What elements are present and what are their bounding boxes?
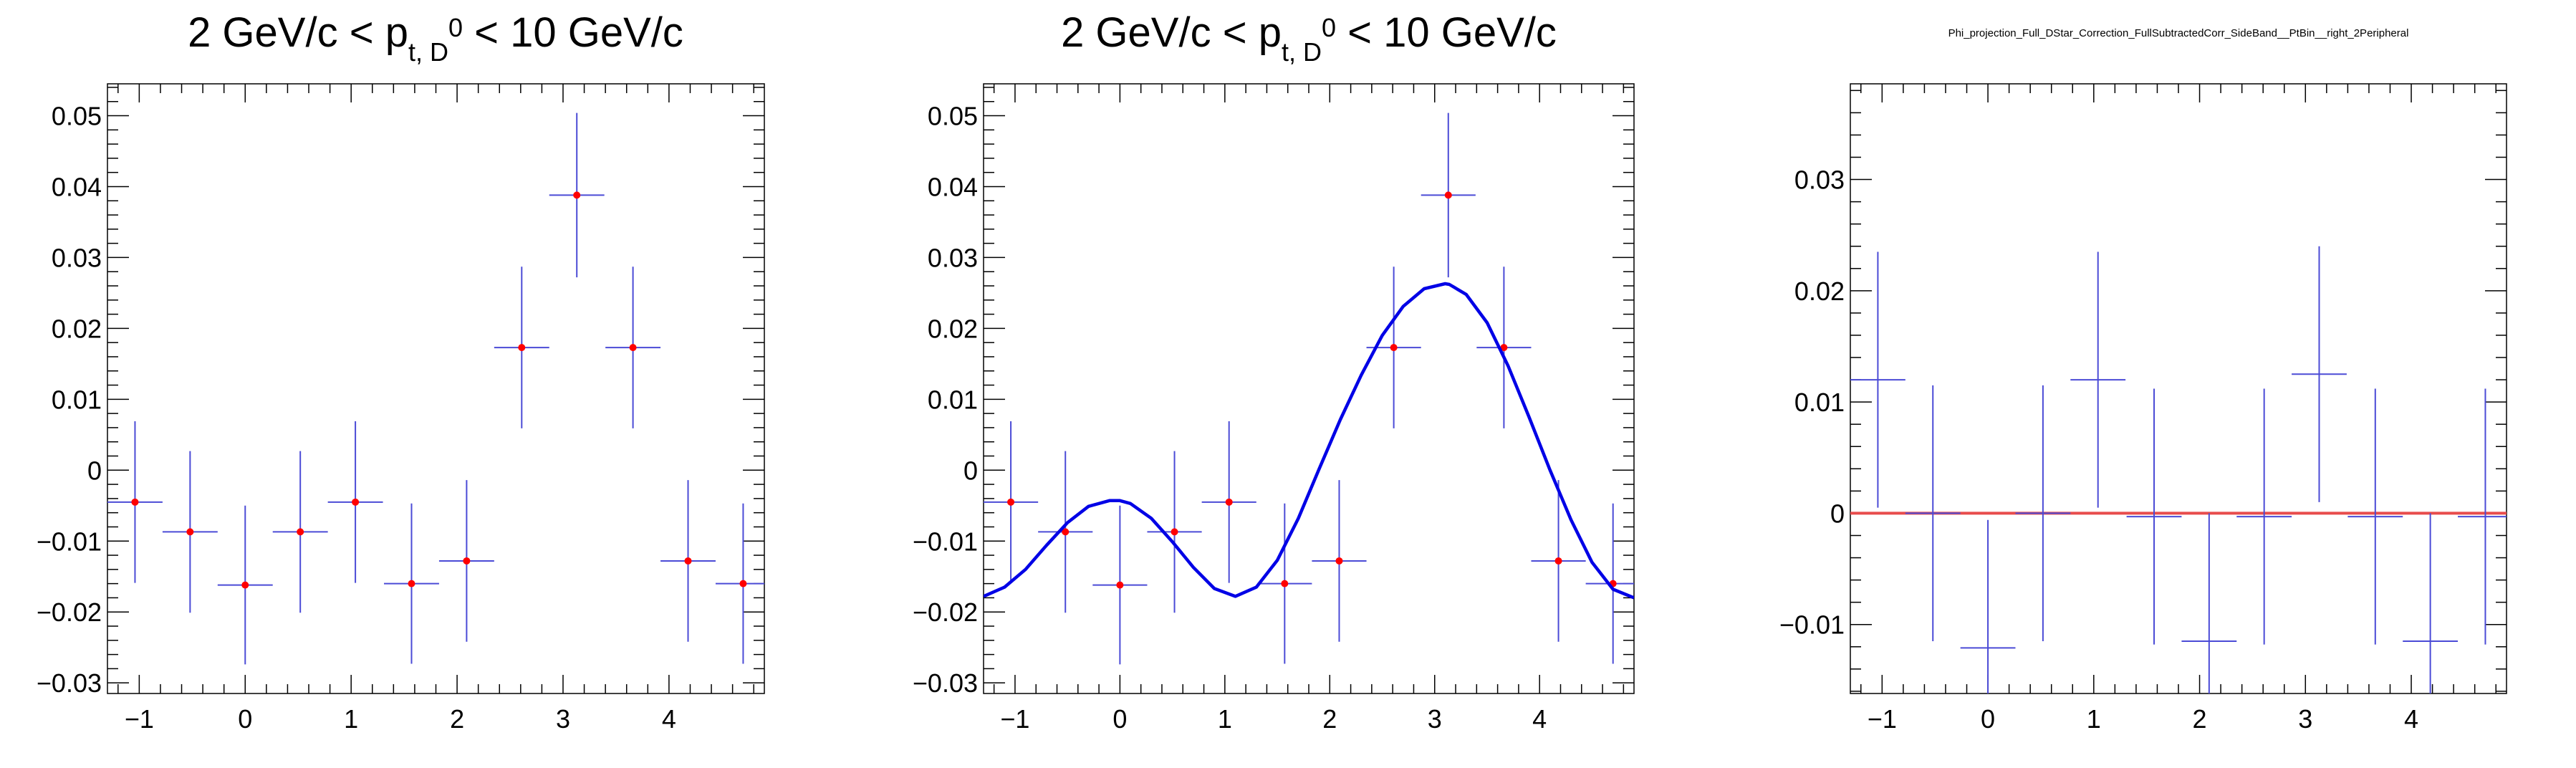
data-point: [739, 580, 747, 587]
data-point: [1554, 557, 1562, 565]
y-tick-label: 0.03: [928, 243, 978, 272]
y-tick-label: −0.03: [37, 668, 102, 698]
data-point: [408, 580, 415, 587]
y-tick-label: 0.01: [1794, 388, 1845, 417]
y-tick-label: 0.02: [52, 314, 102, 343]
data-point: [573, 191, 581, 199]
x-tick-label: 3: [556, 704, 570, 734]
x-tick-label: 1: [2087, 704, 2101, 734]
x-tick-label: 4: [2404, 704, 2418, 734]
y-tick-label: −0.01: [913, 527, 978, 556]
plot-frame: [1850, 83, 2507, 694]
plot-panel-2: 2 GeV/c < pt, D0 < 10 GeV/c−1 0 1 2 3 4−0.03−…: [913, 9, 1635, 734]
data-point: [1007, 498, 1015, 506]
fit-curve: [984, 282, 1634, 600]
x-tick-label: 2: [450, 704, 464, 734]
y-tick-label: 0.01: [52, 385, 102, 414]
data-point: [241, 581, 249, 589]
x-tick-label: 3: [2298, 704, 2312, 734]
x-tick-label: 0: [238, 704, 252, 734]
data-point: [352, 498, 360, 506]
y-tick-label: 0.02: [928, 314, 978, 343]
data-point: [1225, 498, 1233, 506]
data-point: [1444, 191, 1452, 199]
data-point: [186, 528, 194, 536]
title-part-sup: 0: [1322, 13, 1336, 42]
y-tick-label: 0.03: [1794, 165, 1845, 195]
title-part-sub: t, D: [1282, 37, 1322, 67]
y-tick-label: 0.01: [928, 385, 978, 414]
y-tick-label: −0.02: [913, 597, 978, 627]
x-tick-label: 4: [662, 704, 676, 734]
data-point: [1390, 344, 1398, 352]
title-part-post: < 10 GeV/c: [463, 9, 683, 56]
data-point: [1171, 528, 1178, 536]
y-tick-label: −0.03: [913, 668, 978, 698]
plot-title: 2 GeV/c < pt, D0 < 10 GeV/c: [188, 9, 683, 67]
y-tick-label: 0.05: [52, 102, 102, 131]
data-point: [1116, 581, 1124, 589]
title-part-sub: t, D: [408, 37, 448, 67]
data-layer: [1850, 246, 2507, 693]
data-layer: [107, 112, 764, 665]
y-tick-label: 0: [1830, 499, 1845, 528]
y-tick-label: 0: [963, 456, 978, 485]
plot-title: 2 GeV/c < pt, D0 < 10 GeV/c: [1061, 9, 1557, 67]
y-tick-label: 0.04: [52, 172, 102, 201]
title-part-pre: 2 GeV/c < p: [1061, 9, 1282, 56]
y-tick-label: 0.03: [52, 243, 102, 272]
data-point: [1335, 557, 1343, 565]
data-layer: [984, 112, 1634, 665]
plot-panel-3: Phi_projection_Full_DStar_Correction_Ful…: [1779, 27, 2507, 734]
y-tick-label: 0.02: [1794, 277, 1845, 306]
y-tick-label: −0.01: [1779, 610, 1845, 640]
plot-frame: [107, 83, 765, 694]
plot-title: Phi_projection_Full_DStar_Correction_Ful…: [1948, 27, 2409, 39]
x-tick-label: 0: [1112, 704, 1127, 734]
data-point: [629, 344, 637, 352]
y-tick-label: 0.04: [928, 172, 978, 201]
y-tick-label: 0.05: [928, 102, 978, 131]
data-point: [463, 557, 471, 565]
data-point: [518, 344, 526, 352]
y-tick-label: −0.01: [37, 527, 102, 556]
data-point: [1500, 344, 1508, 352]
x-tick-label: 2: [2193, 704, 2207, 734]
y-tick-label: 0: [87, 456, 102, 485]
x-tick-label: 4: [1532, 704, 1547, 734]
title-part-sup: 0: [448, 13, 463, 42]
x-tick-label: 3: [1428, 704, 1442, 734]
x-tick-label: −1: [125, 704, 154, 734]
data-point: [684, 557, 692, 565]
title-part-post: < 10 GeV/c: [1336, 9, 1557, 56]
y-tick-label: −0.02: [37, 597, 102, 627]
x-tick-label: 2: [1322, 704, 1337, 734]
plot-frame: [983, 83, 1635, 694]
x-tick-label: 0: [1981, 704, 1995, 734]
plot-panel-1: 2 GeV/c < pt, D0 < 10 GeV/c−1 0 1 2 3 4−0.03−…: [37, 9, 765, 734]
x-tick-label: 1: [1218, 704, 1232, 734]
data-point: [131, 498, 139, 506]
x-tick-label: 1: [344, 704, 358, 734]
data-point: [297, 528, 304, 536]
x-tick-label: −1: [1868, 704, 1897, 734]
title-part-pre: 2 GeV/c < p: [188, 9, 408, 56]
data-point: [1062, 528, 1070, 536]
data-point: [1281, 580, 1289, 587]
x-tick-label: −1: [1000, 704, 1029, 734]
